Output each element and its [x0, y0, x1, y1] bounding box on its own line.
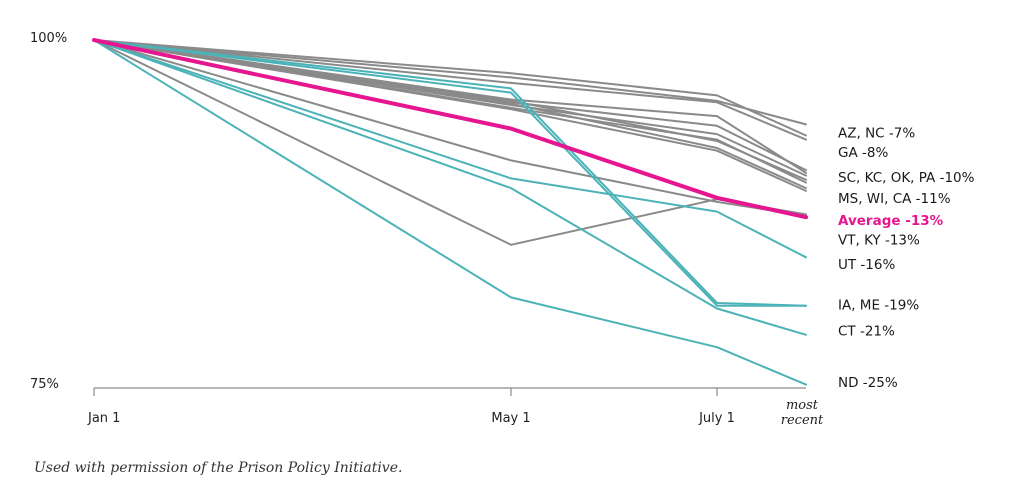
end-label: CT -21%	[838, 324, 895, 340]
end-label: GA -8%	[838, 145, 888, 161]
x-axis: Jan 1 May 1 July 1 most recent	[87, 387, 824, 428]
series-line	[93, 39, 807, 307]
average-series-line	[92, 38, 808, 220]
y-tick-label: 75%	[30, 377, 59, 392]
end-label: UT -16%	[838, 257, 895, 273]
end-label: MS, WI, CA -11%	[838, 191, 951, 207]
average-end-label: Average -13%	[838, 213, 944, 229]
y-tick-label: 100%	[30, 31, 67, 46]
x-tick-label: most recent	[781, 398, 824, 428]
x-tick-label: Jan 1	[87, 411, 120, 426]
series-line	[93, 39, 807, 259]
series-line	[93, 39, 807, 190]
series-line	[93, 39, 807, 137]
end-label: ND -25%	[838, 375, 898, 391]
end-label: SC, KC, OK, PA -10%	[838, 170, 975, 186]
y-axis-ticks: 100% 75%	[30, 31, 67, 392]
end-label: VT, KY -13%	[838, 232, 920, 248]
series-line	[93, 39, 807, 307]
series-line	[93, 39, 807, 386]
end-label: IA, ME -19%	[838, 297, 919, 313]
end-label: AZ, NC -7%	[838, 126, 915, 142]
series-line	[93, 39, 807, 126]
series-line	[93, 39, 807, 177]
x-tick-label: July 1	[698, 411, 735, 426]
series-line	[93, 39, 807, 192]
series-lines	[92, 38, 808, 386]
series-line	[93, 39, 807, 217]
end-labels: AZ, NC -7% GA -8% SC, KC, OK, PA -10% MS, W…	[838, 126, 975, 391]
series-line	[93, 39, 807, 336]
caption: Used with permission of the Prison Polic…	[34, 460, 403, 476]
series-line	[93, 39, 807, 141]
x-tick-label: May 1	[491, 411, 530, 426]
series-line	[93, 39, 807, 181]
